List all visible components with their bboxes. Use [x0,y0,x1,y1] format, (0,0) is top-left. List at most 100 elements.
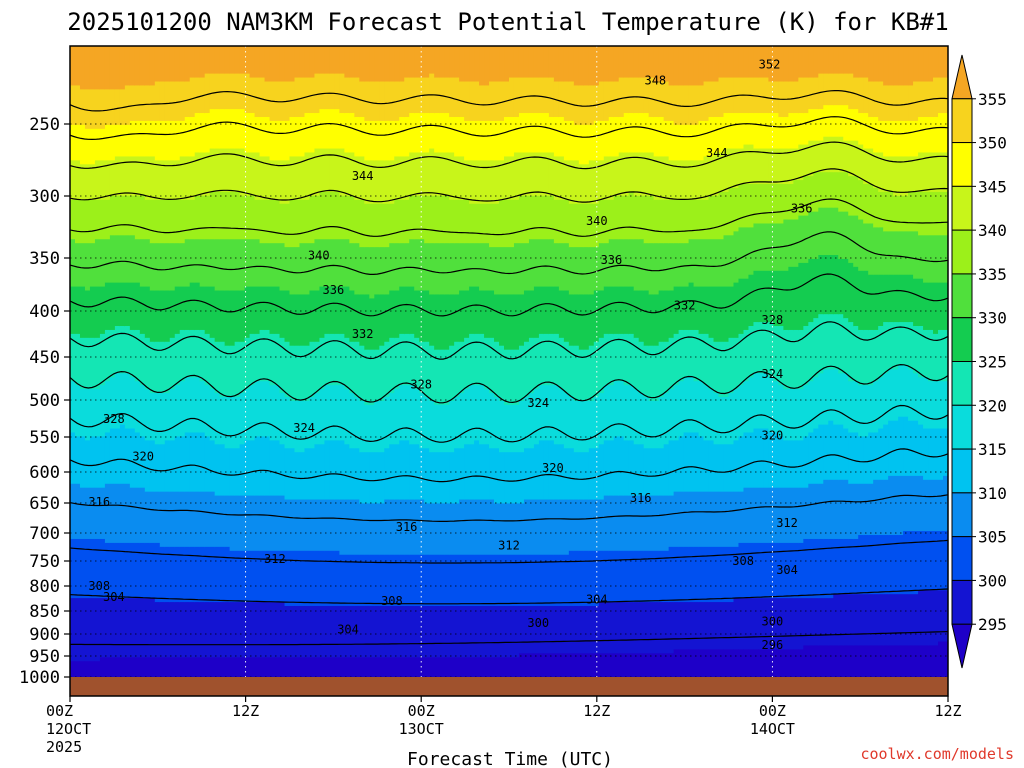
color-band-cell [868,432,874,485]
color-band-cell [773,81,779,114]
color-band-cell [84,538,91,599]
color-band-cell [873,594,879,647]
color-band-cell [713,116,720,154]
color-band-cell [628,286,635,335]
color-band-cell [179,156,186,201]
color-band-cell [224,345,231,398]
color-band-cell [89,46,96,90]
color-band-cell [573,160,580,205]
color-band-cell [299,199,306,244]
color-band-cell [409,113,415,154]
color-band-cell [139,46,146,87]
color-band-cell [568,160,575,205]
color-band-cell [513,503,520,556]
color-band-cell [479,290,485,335]
color-band-cell [898,46,904,87]
color-band-cell [329,46,335,75]
color-band-cell [334,239,340,288]
color-band-cell [474,499,480,556]
color-band-cell [643,550,650,603]
color-band-cell [523,243,530,292]
color-band-cell [79,436,86,489]
color-band-cell [204,385,211,438]
color-band-cell [543,239,550,288]
color-band-cell [404,77,410,118]
color-band-cell [663,199,670,244]
color-band-cell [793,598,799,650]
color-band-cell [504,606,510,658]
color-band-cell [404,243,410,288]
color-band-cell [84,164,91,201]
color-band-cell [813,428,819,485]
color-band-cell [434,46,440,79]
color-band-cell [698,286,705,335]
color-band-cell [424,396,430,449]
color-band-cell [548,333,555,386]
color-band-cell [109,282,116,331]
color-band-cell [833,424,839,481]
color-band-cell [653,243,660,296]
color-band-cell [743,144,750,185]
color-band-cell [898,416,904,477]
color-bands [70,46,948,678]
color-band-cell [603,120,610,158]
color-band-cell [389,290,395,339]
color-band-cell [743,432,750,489]
color-band-cell [369,203,375,248]
color-band-cell [598,602,605,654]
color-band-cell [244,46,251,75]
color-band-cell [558,653,565,678]
color-band-cell [509,199,515,248]
color-band-cell [793,649,799,678]
color-band-cell [693,602,700,650]
color-band-cell [404,499,410,556]
color-band-cell [159,120,166,161]
color-band-cell [214,495,221,548]
color-band-cell [179,602,186,658]
color-band-cell [613,333,620,382]
color-band-cell [164,341,171,394]
color-band-cell [663,602,670,654]
color-band-cell [499,294,505,347]
color-band-cell [509,657,515,678]
color-band-cell [114,657,121,678]
color-band-cell [643,602,650,654]
y-axis: 2503003504004505005506006507007508008509… [19,115,70,688]
color-band-cell [229,345,236,398]
color-band-cell [189,602,196,658]
color-band-cell [299,499,306,552]
color-band-cell [509,116,515,158]
color-band-cell [753,373,760,430]
color-band-cell [683,85,690,126]
color-band-cell [828,420,834,481]
color-band-cell [903,231,909,276]
color-band-cell [344,286,350,339]
color-band-cell [823,255,829,315]
color-band-cell [289,247,296,296]
color-band-cell [239,239,246,292]
color-band-cell [553,554,560,607]
color-band-cell [354,657,360,678]
color-band-cell [788,542,794,599]
color-band-cell [828,645,834,678]
color-band-cell [843,46,849,75]
color-band-cell [70,160,76,201]
color-band-cell [99,487,106,540]
color-band-cell [513,657,520,678]
color-band-cell [474,606,480,658]
color-band-cell [199,432,206,493]
color-band-cell [324,385,331,441]
color-band-cell [289,294,296,347]
color-band-cell [474,333,480,386]
color-band-cell [568,653,575,678]
color-band-cell [404,657,410,678]
color-band-cell [808,176,814,213]
color-band-cell [269,657,276,678]
color-band-cell [419,113,425,154]
color-band-cell [768,322,774,378]
color-band-cell [354,606,360,658]
color-band-cell [638,46,645,79]
color-band-cell [938,191,944,236]
color-band-cell [84,199,91,244]
color-band-cell [129,85,136,122]
